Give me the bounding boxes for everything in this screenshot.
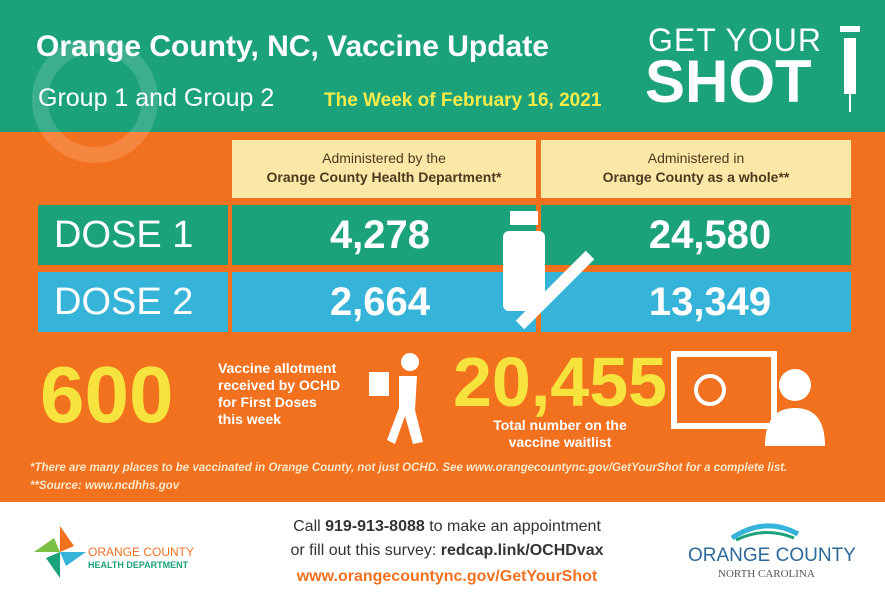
syringe-icon	[838, 24, 862, 114]
right-logo-line2: NORTH CAROLINA	[718, 568, 815, 580]
footer-website: www.orangecountync.gov/GetYourShot	[262, 568, 632, 586]
computer-icon	[670, 350, 840, 450]
row-label: DOSE 1	[38, 205, 228, 265]
left-logo-line1: ORANGE COUNTY	[88, 545, 194, 559]
caption-line: vaccine waitlist	[470, 434, 650, 451]
text: to make an appointment	[429, 518, 601, 535]
footer-call: Call 919-913-8088 to make an appointment	[262, 518, 632, 536]
link: redcap.link/OCHDvax	[441, 542, 604, 559]
caption-line: this week	[218, 411, 340, 428]
cell-value: 24,580	[610, 205, 810, 265]
caption-line: Total number on the	[470, 417, 650, 434]
waitlist-value: 20,455	[453, 342, 667, 422]
footnote: **Source: www.ncdhhs.gov	[30, 480, 179, 492]
left-logo-line2: HEALTH DEPARTMENT	[88, 560, 188, 570]
allotment-value: 600	[40, 350, 173, 440]
cell-value: 13,349	[610, 272, 810, 332]
column-header-line: Orange County Health Department*	[267, 169, 502, 185]
subtitle: Group 1 and Group 2	[38, 84, 274, 113]
title: Orange County, NC, Vaccine Update	[36, 30, 549, 64]
caption-line: for First Doses	[218, 394, 340, 411]
row-label: DOSE 2	[38, 272, 228, 332]
caption-line: Vaccine allotment	[218, 360, 340, 377]
vaccine-icon	[495, 205, 595, 335]
text: or fill out this survey:	[290, 542, 436, 559]
caption-line: received by OCHD	[218, 377, 340, 394]
divider	[228, 205, 232, 332]
footnote: *There are many places to be vaccinated …	[30, 462, 787, 474]
county-logo	[730, 520, 800, 542]
delivery-icon	[365, 350, 440, 450]
text: Call	[293, 518, 321, 535]
column-header-line: Administered by the	[232, 149, 536, 168]
footer-survey: or fill out this survey: redcap.link/OCH…	[262, 542, 632, 560]
phone: 919-913-8088	[325, 518, 425, 535]
virus-watermark	[0, 40, 230, 200]
column-header-line: Orange County as a whole**	[603, 169, 790, 185]
infographic: Orange County, NC, Vaccine Update Group …	[0, 0, 885, 592]
cell-value: 4,278	[280, 205, 480, 265]
health-dept-logo	[30, 522, 90, 582]
column-header-line: Administered in	[541, 149, 851, 168]
cell-value: 2,664	[280, 272, 480, 332]
week: The Week of February 16, 2021	[324, 90, 601, 112]
logo-line2: SHOT	[645, 52, 812, 112]
right-logo-line1: ORANGE COUNTY	[688, 545, 856, 567]
